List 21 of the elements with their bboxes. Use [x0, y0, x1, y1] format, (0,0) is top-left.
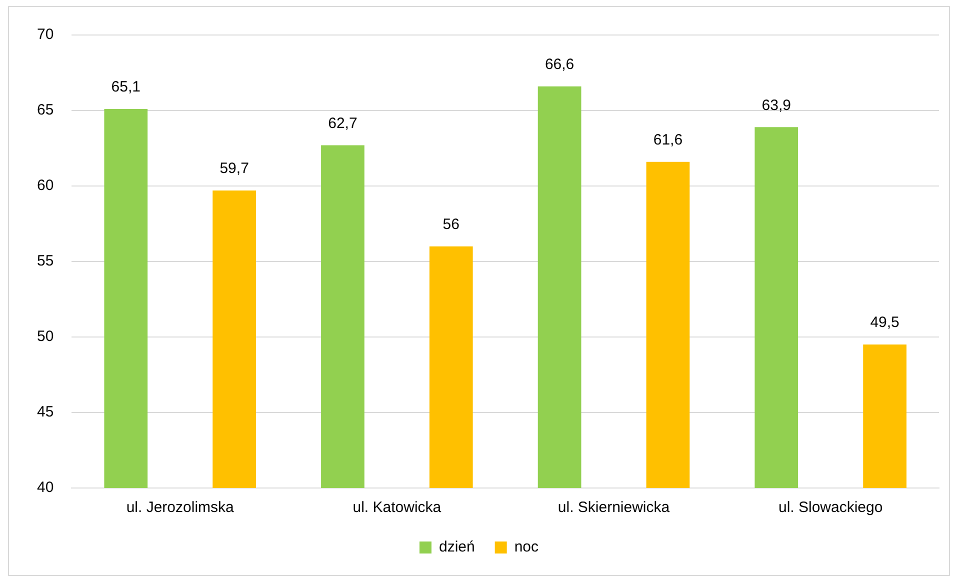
x-tick-label: ul. Jerozolimska	[126, 499, 235, 516]
x-tick-label: ul. Katowicka	[352, 499, 442, 516]
data-label: 62,7	[328, 114, 358, 132]
data-label: 65,1	[111, 78, 140, 96]
y-tick-label: 40	[36, 479, 54, 496]
data-label: 63,9	[762, 96, 791, 114]
data-label: 56	[442, 216, 460, 234]
y-tick-label: 55	[36, 252, 54, 270]
x-tick-label: ul. Skierniewicka	[558, 499, 670, 516]
y-tick-label: 70	[36, 26, 54, 44]
y-tick-label: 65	[36, 102, 54, 119]
x-tick-label: ul. Slowackiego	[778, 499, 883, 516]
data-label: 66,6	[544, 56, 574, 73]
y-tick-label: 60	[36, 177, 54, 194]
data-label: 49,5	[870, 314, 900, 332]
legend-label: noc	[514, 538, 540, 556]
legend-label: dzień	[438, 538, 475, 556]
data-label: 59,7	[220, 160, 249, 178]
data-label: 61,6	[653, 131, 683, 148]
y-tick-label: 50	[36, 328, 54, 346]
y-tick-label: 45	[36, 404, 54, 421]
